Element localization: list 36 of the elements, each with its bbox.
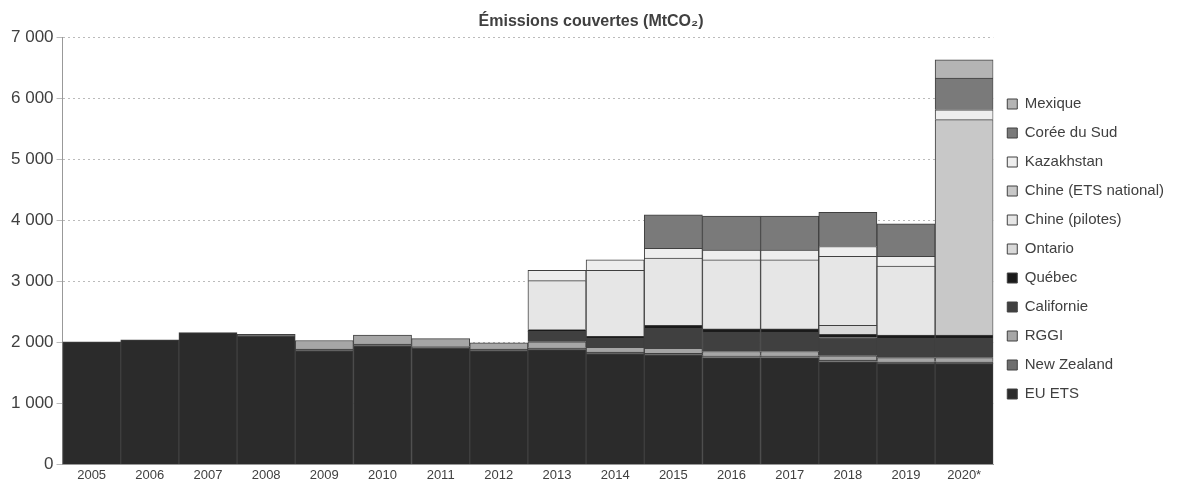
y-tick-label: 6 000 (10, 87, 54, 107)
legend-label: RGGI (1024, 326, 1064, 344)
x-tick-label: 2011 (426, 466, 455, 482)
x-tick-label: 2016 (717, 466, 746, 482)
y-tick-label: 3 000 (10, 271, 54, 290)
x-tick-label: 2012 (484, 466, 514, 482)
y-tick-label: 5 000 (10, 148, 54, 168)
legend-label: Ontario (1024, 239, 1074, 257)
legend-label: EU ETS (1024, 384, 1079, 402)
x-tick-label: 2006 (135, 466, 165, 482)
legend-label: Kazakhstan (1024, 152, 1104, 170)
y-tick-label: 7 000 (10, 26, 54, 46)
legend-label: New Zealand (1024, 355, 1114, 373)
y-tick-label: 0 (44, 454, 54, 474)
x-tick-label: 2013 (542, 466, 572, 482)
x-tick-label: 2009 (309, 466, 339, 482)
x-tick-label: 2008 (251, 466, 281, 482)
y-tick-label: 1 000 (10, 393, 54, 413)
chart-title: Émissions couvertes (MtCO₂) (478, 11, 704, 30)
x-tick-label: 2005 (77, 466, 107, 482)
legend-label: Chine (ETS national) (1024, 181, 1164, 199)
x-tick-label: 2015 (658, 466, 688, 482)
x-tick-label: 2014 (600, 466, 630, 482)
legend-label: Californie (1024, 297, 1089, 315)
x-tick-label: 2020* (947, 466, 982, 482)
legend-label: Corée du Sud (1024, 123, 1118, 141)
y-tick-label: 4 000 (10, 209, 54, 229)
x-tick-label: 2017 (775, 466, 805, 482)
x-tick-label: 2007 (193, 466, 223, 482)
x-tick-label: 2018 (833, 466, 863, 482)
legend-label: Mexique (1024, 94, 1082, 112)
legend-label: Chine (pilotes) (1024, 210, 1122, 228)
legend-label: Québec (1024, 268, 1078, 286)
x-tick-label: 2010 (368, 466, 397, 482)
x-tick-label: 2019 (891, 466, 921, 482)
y-tick-label: 2 000 (10, 332, 54, 352)
